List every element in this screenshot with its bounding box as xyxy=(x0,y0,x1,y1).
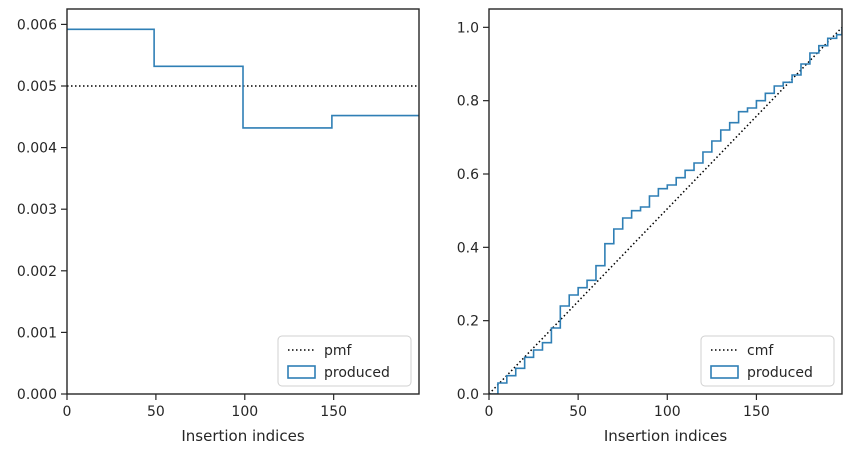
legend-label-produced: produced xyxy=(324,365,390,381)
series-produced-step xyxy=(489,27,842,394)
legend-box xyxy=(277,335,412,387)
x-tick-label-4: 150 xyxy=(743,404,770,420)
series-produced-step xyxy=(67,28,419,129)
x-tick-label-4: 150 xyxy=(320,404,347,420)
y-tick-label-5: 0.004 xyxy=(17,141,57,157)
legend: cmf produced xyxy=(700,335,835,387)
y-tick-label-3: 0.002 xyxy=(17,264,57,280)
legend-swatch-produced xyxy=(287,365,316,379)
legend-box xyxy=(700,335,835,387)
legend-label-pmf: pmf xyxy=(324,343,353,359)
y-tick-label-3: 0.4 xyxy=(457,240,479,256)
y-tick-label-1: 0.000 xyxy=(17,387,57,403)
x-axis-label: Insertion indices xyxy=(604,427,727,445)
x-tick-label-3: 100 xyxy=(654,404,681,420)
x-tick-label-2: 50 xyxy=(569,404,587,420)
y-tick-label-4: 0.6 xyxy=(457,167,479,183)
legend: pmf produced xyxy=(277,335,412,387)
legend-label-cmf: cmf xyxy=(747,343,774,359)
y-tick-label-4: 0.003 xyxy=(17,202,57,218)
plot-area xyxy=(489,26,842,394)
y-tick-label-6: 0.005 xyxy=(17,79,57,95)
y-tick-label-1: 0.0 xyxy=(457,387,479,403)
chart-panel-2: 0 50 100 150 0.0 0.2 0.4 0.6 0.8 1.0 Insertion ind… xyxy=(457,8,843,445)
legend-label-produced: produced xyxy=(747,365,813,381)
x-axis-label: Insertion indices xyxy=(181,427,304,445)
axes-frame xyxy=(488,8,843,395)
x-tick-label-3: 100 xyxy=(231,404,258,420)
legend-swatch-produced xyxy=(710,365,739,379)
plot-area xyxy=(67,28,419,129)
chart-panel-1: 0 50 100 150 0.000 0.001 0.002 0.003 0.004 0.005 0… xyxy=(17,8,420,445)
x-tick-label-2: 50 xyxy=(147,404,165,420)
series-cmf-line xyxy=(489,26,842,394)
y-tick-label-7: 0.006 xyxy=(17,17,57,33)
axes-frame xyxy=(66,8,420,395)
y-tick-label-5: 0.8 xyxy=(457,94,479,110)
x-tick-label-1: 0 xyxy=(485,404,494,420)
y-tick-label-2: 0.2 xyxy=(457,314,479,330)
x-tick-label-1: 0 xyxy=(63,404,72,420)
y-tick-label-2: 0.001 xyxy=(17,325,57,341)
y-tick-label-6: 1.0 xyxy=(457,20,479,36)
